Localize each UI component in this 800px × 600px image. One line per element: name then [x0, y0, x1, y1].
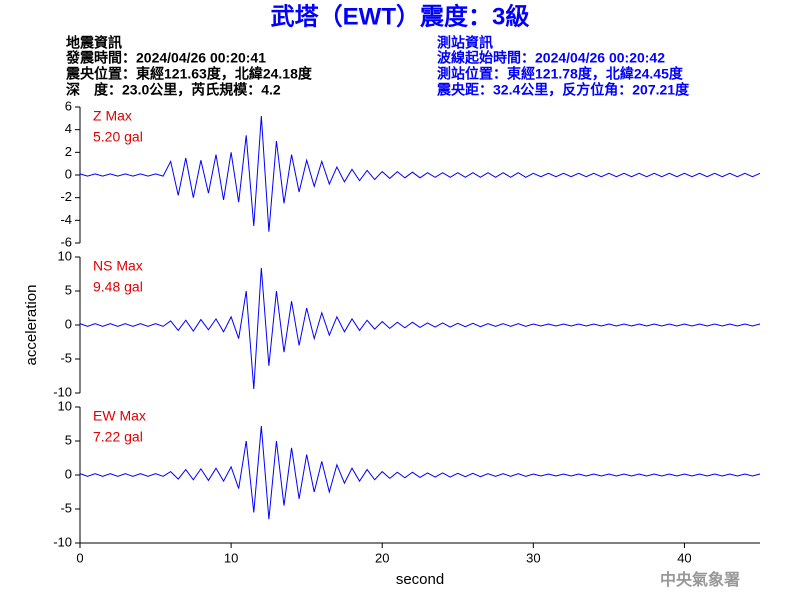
y-axis-label: acceleration: [23, 285, 40, 366]
y-tick-label: 0: [65, 166, 72, 181]
component-label: Z Max: [93, 108, 132, 124]
info-right: 波線起始時間：2024/04/26 00:20:42: [437, 50, 665, 66]
watermark: 中央氣象署: [660, 570, 740, 589]
waveform: [79, 267, 761, 389]
y-tick-label: 10: [58, 248, 72, 263]
info-right: 測站位置：東經121.78度，北緯24.45度: [437, 66, 684, 82]
component-max: 5.20 gal: [93, 129, 143, 145]
y-tick-label: -4: [60, 212, 72, 227]
y-tick-label: 2: [65, 144, 72, 159]
info-left: 深 度：23.0公里，芮氏規模：4.2: [66, 82, 281, 98]
y-tick-label: 5: [65, 432, 72, 447]
y-tick-label: -6: [60, 234, 72, 249]
waveform: [79, 116, 761, 232]
y-tick-label: 10: [58, 398, 72, 413]
info-right: 震央距：32.4公里，反方位角：207.21度: [436, 82, 690, 98]
y-tick-label: -2: [60, 189, 72, 204]
info-left: 震央位置：東經121.63度，北緯24.18度: [65, 66, 313, 82]
x-tick-label: 30: [526, 550, 540, 565]
y-tick-label: -5: [60, 500, 72, 515]
y-tick-label: 6: [65, 98, 72, 113]
y-tick-label: 4: [65, 121, 72, 136]
y-tick-label: -10: [53, 534, 72, 549]
info-left: 地震資訊: [66, 35, 122, 51]
x-tick-label: 10: [224, 550, 238, 565]
component-label: NS Max: [93, 258, 143, 274]
info-right: 測站資訊: [437, 35, 493, 51]
y-tick-label: 5: [65, 282, 72, 297]
x-tick-label: 20: [375, 550, 389, 565]
y-tick-label: -5: [60, 350, 72, 365]
x-axis-label: second: [396, 571, 444, 588]
info-left: 發震時間：2024/04/26 00:20:41: [65, 50, 266, 66]
y-tick-label: 0: [65, 466, 72, 481]
y-tick-label: -10: [53, 384, 72, 399]
x-tick-label: 0: [76, 550, 83, 565]
component-label: EW Max: [93, 408, 146, 424]
component-max: 9.48 gal: [93, 279, 143, 295]
y-tick-label: 0: [65, 316, 72, 331]
component-max: 7.22 gal: [93, 429, 143, 445]
title: 武塔（EWT）震度：3級: [271, 2, 530, 30]
waveform: [79, 425, 761, 520]
x-tick-label: 40: [677, 550, 691, 565]
